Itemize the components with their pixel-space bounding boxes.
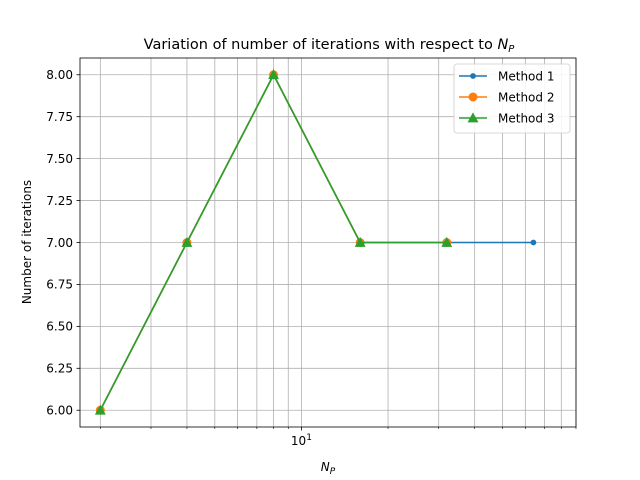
y-tick-label: 7.50 bbox=[46, 152, 73, 166]
data-point-series-3 bbox=[268, 69, 279, 80]
chart-title-sub: P bbox=[508, 44, 515, 55]
data-point-series-3 bbox=[441, 236, 453, 247]
y-tick-label: 6.75 bbox=[46, 278, 73, 292]
legend-label: Method 3 bbox=[498, 111, 554, 125]
y-tick-label: 6.50 bbox=[46, 320, 73, 334]
x-axis-label: NP bbox=[321, 460, 336, 477]
legend-marker bbox=[470, 73, 476, 79]
chart-title-text: Variation of number of iterations with r… bbox=[144, 37, 498, 53]
legend-marker bbox=[467, 112, 479, 123]
y-tick-label: 7.75 bbox=[46, 110, 73, 124]
data-point-series-3 bbox=[354, 236, 366, 247]
legend-label: Method 1 bbox=[498, 69, 554, 83]
data-point-series-1 bbox=[530, 239, 537, 246]
x-tick-label: 101 bbox=[291, 433, 312, 448]
chart-title: Variation of number of iterations with r… bbox=[144, 37, 516, 55]
y-tick-label: 8.00 bbox=[46, 68, 73, 82]
y-tick-label: 7.25 bbox=[46, 194, 73, 208]
y-axis-label: Number of iterations bbox=[20, 180, 34, 304]
legend-box bbox=[453, 63, 571, 134]
chart-title-var: N bbox=[497, 37, 508, 53]
legend-label: Method 2 bbox=[498, 90, 554, 104]
x-axis-label-sub: P bbox=[330, 467, 336, 477]
data-point-series-3 bbox=[181, 236, 193, 247]
axes: 101 6.00 6.25 6.50 6.75 7.00 7.25 7.50 7.75 8.00 bbox=[46, 57, 577, 448]
x-axis-label-var: N bbox=[321, 460, 330, 474]
data-point-series-3 bbox=[94, 404, 106, 415]
y-tick-label: 6.00 bbox=[46, 404, 73, 418]
y-tick-label: 6.25 bbox=[46, 362, 73, 376]
legend-marker bbox=[468, 92, 478, 102]
plot-lines bbox=[94, 69, 537, 415]
legend: Method 1 Method 2 Method 3 bbox=[453, 63, 571, 134]
y-tick-label: 7.00 bbox=[46, 236, 73, 250]
